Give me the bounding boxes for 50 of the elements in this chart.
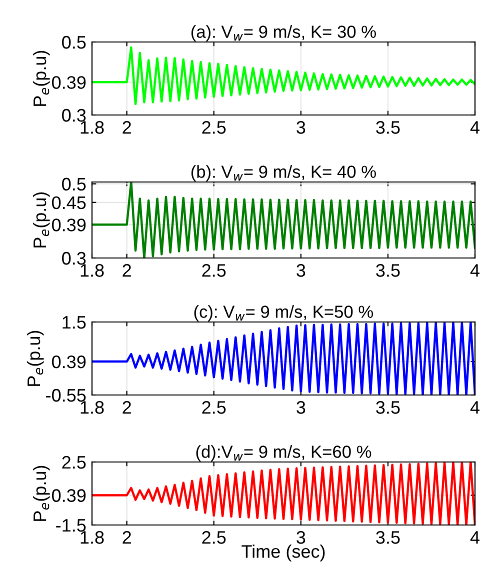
x-tick-label: 2.5 — [202, 264, 226, 277]
line-series — [92, 182, 475, 258]
x-tick-label: 2 — [122, 401, 131, 414]
y-tick-label: 1.5 — [62, 316, 86, 329]
x-tick-label: 3.5 — [376, 531, 400, 544]
y-tick-label: 0.39 — [52, 218, 86, 232]
x-tick-label: 4 — [470, 401, 480, 414]
line-series — [92, 322, 475, 395]
y-tick-label: 0.5 — [62, 36, 86, 49]
x-tick-label: 1.8 — [80, 264, 104, 277]
x-tick-label: 3 — [296, 121, 306, 134]
x-tick-label: 2 — [122, 264, 131, 277]
y-axis-title: P$_{e}$(p.u) — [26, 330, 44, 386]
y-tick-label: 0.45 — [52, 196, 86, 210]
line-series — [92, 46, 475, 106]
chart-title: (a): V$_{w}$= 9 m/s, K= 30 % — [191, 25, 376, 42]
chart-title: (b): V$_{w}$= 9 m/s, K= 40 % — [191, 165, 376, 182]
line-series — [92, 462, 475, 525]
y-tick-label: -0.55 — [46, 388, 86, 402]
x-tick-label: 3 — [296, 531, 306, 544]
y-axis-title: P$_{e}$(p.u) — [32, 50, 50, 106]
x-tick-label: 2.5 — [202, 121, 226, 134]
y-tick-label: 0.3 — [62, 252, 86, 265]
x-tick-label: 3.5 — [376, 264, 400, 277]
y-axis-title: P$_{e}$(p.u) — [32, 192, 50, 248]
chart-title: (c): V$_{w}$= 9 m/s, K=50 % — [194, 305, 373, 322]
x-tick-label: 3.5 — [376, 401, 400, 414]
y-tick-label: 0.5 — [62, 178, 86, 191]
x-tick-label: 2 — [122, 121, 131, 134]
y-tick-label: 0.3 — [62, 108, 86, 122]
x-tick-label: 1.8 — [80, 121, 104, 134]
x-tick-label: 3 — [296, 264, 306, 277]
x-tick-label: 3 — [296, 401, 306, 414]
x-axis-title: Time (sec) — [242, 544, 325, 562]
y-tick-label: 0.39 — [52, 489, 86, 502]
x-tick-label: 4 — [470, 121, 480, 134]
y-tick-label: 0.39 — [52, 355, 86, 368]
y-tick-label: 2.5 — [62, 456, 86, 469]
chart-title: (d):V$_{w}$= 9 m/s, K=60 % — [196, 445, 372, 462]
x-tick-label: 4 — [470, 531, 480, 544]
x-tick-label: 3.5 — [376, 121, 400, 134]
y-axis-title: P$_{e}$(p.u) — [32, 466, 50, 521]
x-tick-label: 4 — [470, 264, 480, 277]
x-tick-label: 2 — [122, 531, 131, 544]
y-tick-label: 0.39 — [52, 76, 86, 89]
x-tick-label: 2.5 — [202, 401, 226, 414]
y-tick-label: -1.5 — [56, 519, 86, 532]
x-tick-label: 2.5 — [202, 531, 226, 544]
x-tick-label: 1.8 — [80, 401, 104, 414]
x-tick-label: 1.8 — [80, 531, 104, 544]
